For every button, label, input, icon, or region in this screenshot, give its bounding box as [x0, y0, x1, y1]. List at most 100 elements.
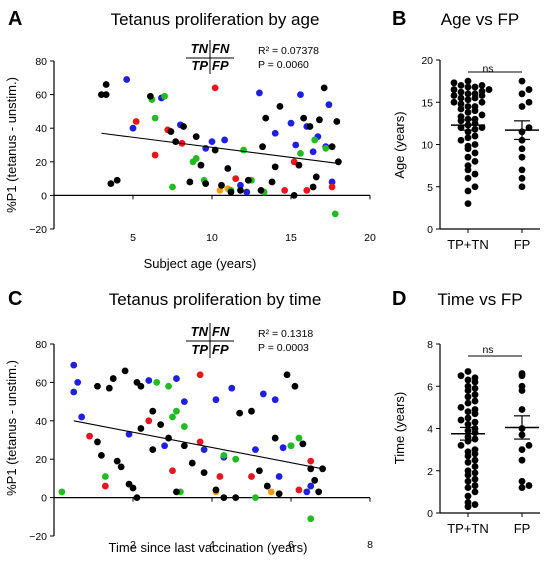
group-point [457, 81, 465, 89]
group-point [450, 86, 458, 93]
group-point [518, 456, 526, 464]
scatter-point-tp [311, 136, 319, 144]
scatter-point-other [173, 488, 180, 496]
group-point [518, 174, 526, 182]
scatter-point-tn [309, 148, 317, 156]
group-point [464, 142, 472, 150]
scatter-point-tp [161, 92, 169, 100]
panel-letter-d: D [392, 288, 406, 310]
group-point [518, 153, 526, 161]
scatter-point-tn [256, 89, 263, 97]
scatter-point-other [98, 91, 105, 98]
group-point [518, 183, 526, 191]
group-point [457, 416, 465, 424]
data-points [58, 361, 326, 523]
group-point [464, 174, 472, 182]
y-tick-label: 4 [427, 424, 433, 436]
group-point [464, 484, 472, 492]
category-label: FP [514, 521, 531, 536]
scatter-point-fp [216, 473, 224, 480]
scatter-point-tn [243, 188, 251, 196]
scatter-point-tn [70, 388, 78, 396]
group-point [457, 124, 465, 131]
group-point [525, 86, 533, 93]
group-point [457, 372, 465, 380]
scatter-point-other [113, 457, 121, 465]
category-label: TP+TN [447, 521, 489, 536]
scatter-point-fp [145, 417, 153, 425]
scatter-point-tn [292, 141, 300, 149]
panel-letter-b: B [392, 8, 406, 30]
group-point [518, 145, 526, 153]
group-point [464, 408, 472, 415]
y-tick-label: 80 [35, 56, 47, 68]
scatter-point-other [188, 459, 196, 467]
scatter-point-other [333, 118, 341, 125]
scatter-point-tn [271, 129, 279, 137]
scatter-point-other [102, 91, 110, 98]
scatter-point-tp [307, 515, 315, 523]
scatter-point-other [224, 165, 232, 172]
scatter-point-tn [259, 390, 267, 398]
panel-letter-a: A [8, 8, 22, 30]
legend-tp: TP [191, 342, 208, 357]
scatter-point-tn [307, 482, 315, 490]
regression-line [101, 132, 339, 165]
group-point [471, 488, 479, 496]
scatter-point-tn [70, 361, 78, 369]
group-point [457, 442, 465, 449]
group-point [518, 103, 526, 110]
group-point [525, 442, 533, 449]
group-point [478, 98, 486, 106]
group-point [450, 79, 458, 87]
scatter-point-other [276, 102, 284, 110]
scatter-point-other [248, 407, 255, 415]
y-tick-label: 40 [35, 416, 47, 428]
scatter-point-other [283, 371, 291, 379]
regression-line [73, 420, 323, 470]
group-point [464, 90, 472, 98]
group-point [464, 115, 472, 123]
panel-d-ylabel: Time (years) [392, 392, 407, 464]
scatter-point-tn [275, 473, 283, 480]
data-points [450, 77, 533, 208]
scatter-point-tn [123, 76, 131, 83]
scatter-point-other [180, 123, 187, 130]
y-tick-label: 2 [427, 466, 433, 478]
group-point [518, 136, 526, 144]
scatter-point-other [271, 163, 279, 171]
panel-d-group-scatter: D Time vs FP Time (years) ns 0 2 4 6 8 TP+TN F… [392, 288, 540, 536]
scatter-point-tn [271, 396, 279, 404]
group-point [464, 399, 472, 407]
scatter-point-tp [240, 146, 248, 154]
data-points [98, 76, 342, 218]
group-point [471, 141, 479, 148]
scatter-point-other [244, 176, 252, 184]
panel-c-r2: R² = 0.1318 [258, 328, 313, 340]
y-tick-label: 20 [421, 55, 433, 67]
scatter-point-tn [325, 101, 333, 109]
group-point [464, 187, 472, 195]
group-point [464, 420, 472, 428]
group-point [518, 477, 526, 485]
scatter-point-tp [252, 494, 259, 501]
scatter-point-tp [165, 382, 172, 390]
axes: −20 0 20 40 60 80 5 10 15 20 [29, 56, 376, 244]
scatter-point-other [320, 84, 328, 92]
panel-c-xlabel: Time since last vaccination (years) [109, 540, 308, 555]
scatter-point-fp [307, 457, 315, 465]
scatter-point-other [291, 382, 299, 390]
scatter-point-other [275, 490, 283, 498]
y-tick-label: −20 [29, 224, 47, 236]
scatter-point-other [149, 446, 157, 453]
scatter-point-tn [237, 181, 244, 189]
scatter-point-other [94, 382, 101, 390]
scatter-point-tn [173, 375, 180, 382]
scatter-point-tp [169, 183, 176, 191]
scatter-point-other [180, 442, 188, 450]
scatter-point-other [316, 116, 323, 124]
category-label: TP+TN [447, 237, 489, 252]
y-tick-label: 10 [421, 140, 433, 152]
group-point [464, 492, 472, 500]
scatter-point-tp [151, 114, 159, 122]
